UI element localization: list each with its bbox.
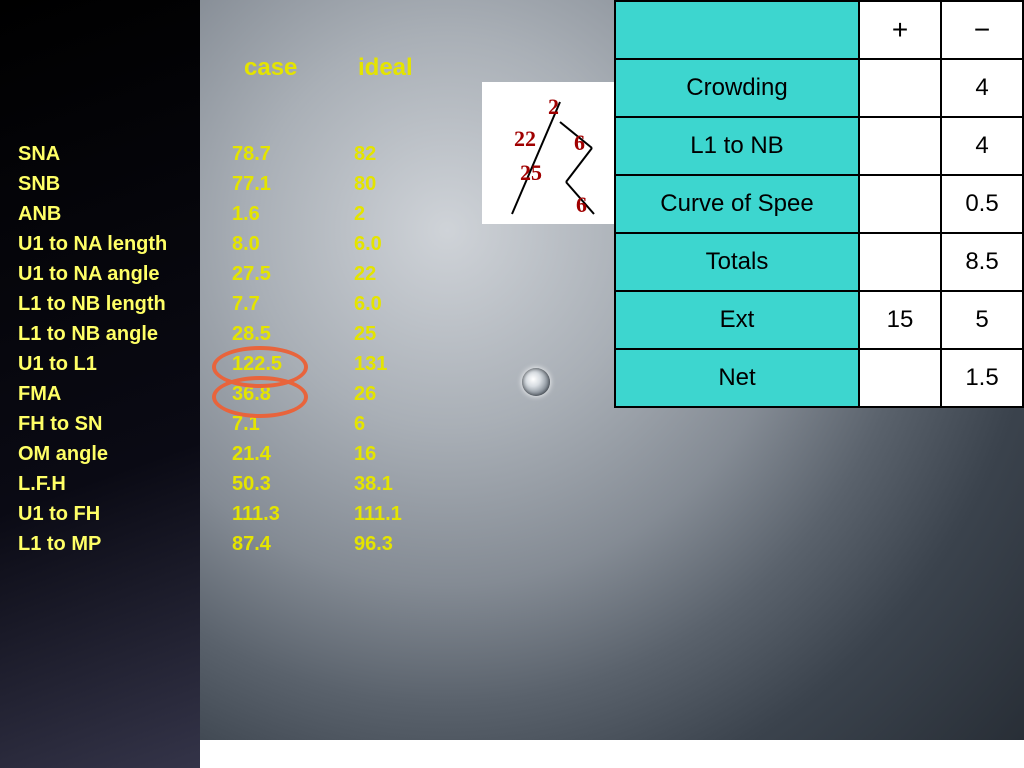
table-header-row: + − — [615, 1, 1023, 59]
analysis-minus-value: 5 — [941, 291, 1023, 349]
measurement-case-value: 36.8 — [232, 384, 271, 404]
measurement-ideal-value: 82 — [354, 144, 376, 164]
measurement-ideal-value: 131 — [354, 354, 387, 374]
table-row: L1 to NB 4 — [615, 117, 1023, 175]
analysis-plus-value — [859, 233, 941, 291]
measurement-label: FH to SN — [18, 414, 102, 434]
analysis-label: Curve of Spee — [615, 175, 859, 233]
analysis-label: Ext — [615, 291, 859, 349]
measurement-label: SNB — [18, 174, 60, 194]
angle-value-lowL: 25 — [520, 160, 542, 186]
measurement-ideal-value: 96.3 — [354, 534, 393, 554]
angle-value-top: 2 — [548, 94, 559, 120]
measurement-case-value: 28.5 — [232, 324, 271, 344]
analysis-label: L1 to NB — [615, 117, 859, 175]
analysis-label: Totals — [615, 233, 859, 291]
angle-diagram-box: 2 22 6 25 6 — [482, 82, 616, 224]
analysis-plus-value — [859, 349, 941, 407]
angle-value-midR: 6 — [574, 130, 585, 156]
measurement-label: U1 to NA angle — [18, 264, 160, 284]
measurement-ideal-value: 6.0 — [354, 294, 382, 314]
table-row: Totals 8.5 — [615, 233, 1023, 291]
measurement-ideal-value: 80 — [354, 174, 376, 194]
measurement-label: L1 to NB length — [18, 294, 166, 314]
header-blank — [615, 1, 859, 59]
measurement-ideal-value: 38.1 — [354, 474, 393, 494]
measurement-ideal-value: 26 — [354, 384, 376, 404]
measurement-ideal-value: 111.1 — [354, 504, 402, 524]
table-row: Ext155 — [615, 291, 1023, 349]
analysis-minus-value: 0.5 — [941, 175, 1023, 233]
space-analysis-table: + − Crowding4L1 to NB4Curve of Spee0.5To… — [614, 0, 1024, 408]
analysis-plus-value: 15 — [859, 291, 941, 349]
measurement-label: ANB — [18, 204, 61, 224]
analysis-minus-value: 4 — [941, 117, 1023, 175]
slide-stage: case ideal SNA 78.7 82 SNB 77.1 80 ANB 1.6 2 U1 t… — [0, 0, 1024, 768]
table-row: Net 1.5 — [615, 349, 1023, 407]
col-header-case: case — [244, 56, 297, 80]
table-row: Crowding 4 — [615, 59, 1023, 117]
measurement-ideal-value: 16 — [354, 444, 376, 464]
measurement-case-value: 21.4 — [232, 444, 271, 464]
angle-value-midL: 22 — [514, 126, 536, 152]
measurement-case-value: 122.5 — [232, 354, 282, 374]
measurement-case-value: 111.3 — [232, 504, 280, 524]
measurement-case-value: 8.0 — [232, 234, 260, 254]
measurement-case-value: 7.1 — [232, 414, 260, 434]
measurement-case-value: 27.5 — [232, 264, 271, 284]
measurement-ideal-value: 2 — [354, 204, 365, 224]
measurement-label: SNA — [18, 144, 60, 164]
header-minus: − — [941, 1, 1023, 59]
measurement-ideal-value: 22 — [354, 264, 376, 284]
measurement-ideal-value: 6.0 — [354, 234, 382, 254]
measurement-label: OM angle — [18, 444, 108, 464]
analysis-label: Crowding — [615, 59, 859, 117]
analysis-label: Net — [615, 349, 859, 407]
header-plus: + — [859, 1, 941, 59]
measurement-ideal-value: 6 — [354, 414, 365, 434]
measurement-ideal-value: 25 — [354, 324, 376, 344]
analysis-plus-value — [859, 117, 941, 175]
measurement-label: U1 to FH — [18, 504, 100, 524]
table-row: Curve of Spee 0.5 — [615, 175, 1023, 233]
analysis-minus-value: 4 — [941, 59, 1023, 117]
analysis-plus-value — [859, 59, 941, 117]
measurement-label: U1 to NA length — [18, 234, 167, 254]
measurement-case-value: 87.4 — [232, 534, 271, 554]
analysis-minus-value: 8.5 — [941, 233, 1023, 291]
measurement-label: L1 to NB angle — [18, 324, 158, 344]
angle-value-lowR: 6 — [576, 192, 587, 218]
measurement-label: U1 to L1 — [18, 354, 97, 374]
col-header-ideal: ideal — [358, 56, 413, 80]
measurement-case-value: 1.6 — [232, 204, 260, 224]
xray-bottom-strip — [200, 740, 1024, 768]
measurement-case-value: 77.1 — [232, 174, 271, 194]
analysis-plus-value — [859, 175, 941, 233]
measurement-case-value: 78.7 — [232, 144, 271, 164]
measurement-label: L.F.H — [18, 474, 66, 494]
xray-marker-icon — [522, 368, 550, 396]
measurement-label: FMA — [18, 384, 61, 404]
measurement-label: L1 to MP — [18, 534, 101, 554]
analysis-minus-value: 1.5 — [941, 349, 1023, 407]
measurement-case-value: 50.3 — [232, 474, 271, 494]
analysis-rows: Crowding4L1 to NB4Curve of Spee0.5Totals… — [615, 59, 1023, 407]
measurement-case-value: 7.7 — [232, 294, 260, 314]
